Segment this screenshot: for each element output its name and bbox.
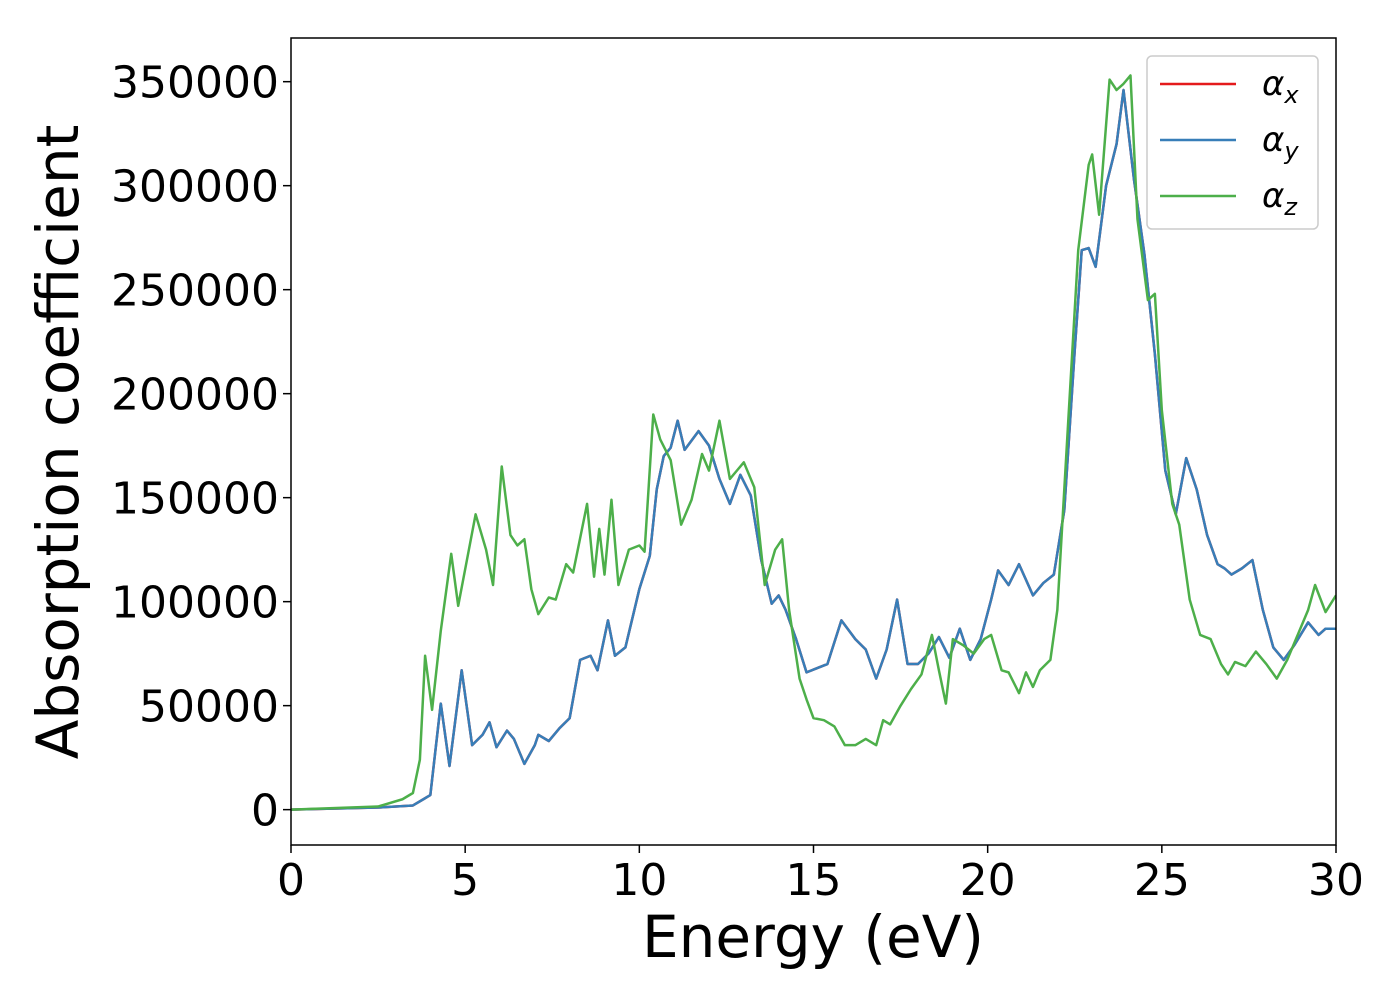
y-tick-label: 250000 <box>111 266 279 317</box>
x-tick-label: 30 <box>1308 855 1364 906</box>
x-tick-label: 0 <box>277 855 305 906</box>
x-axis-label: Energy (eV) <box>642 903 984 971</box>
x-tick-label: 15 <box>786 855 842 906</box>
legend-box <box>1146 55 1319 230</box>
y-axis-label: Absorption coefficient <box>24 125 92 760</box>
x-tick-label: 10 <box>611 855 667 906</box>
x-tick-label: 20 <box>960 855 1016 906</box>
y-tick-label: 150000 <box>111 474 279 525</box>
y-tick-label: 100000 <box>111 578 279 629</box>
x-tick-label: 5 <box>451 855 479 906</box>
y-tick-label: 300000 <box>111 162 279 213</box>
y-tick-label: 0 <box>251 786 279 837</box>
y-tick-label: 350000 <box>111 58 279 109</box>
plot-frame <box>290 37 1337 846</box>
y-tick-label: 50000 <box>139 682 279 733</box>
line <box>291 74 1336 811</box>
y-tick-label: 200000 <box>111 370 279 421</box>
x-tick-label: 25 <box>1134 855 1190 906</box>
